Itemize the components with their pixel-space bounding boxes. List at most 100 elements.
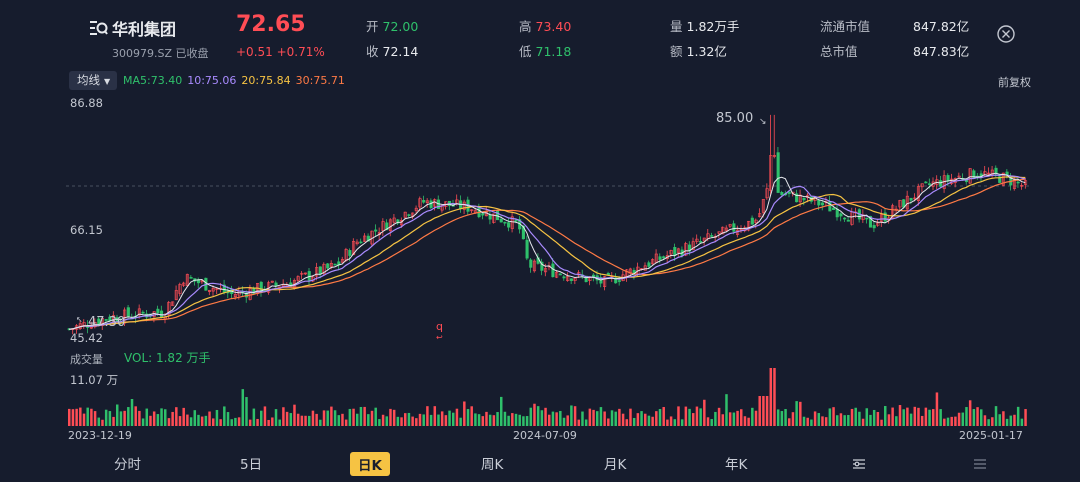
volume-bar [836, 415, 839, 426]
volume-bar [452, 412, 455, 426]
tab-5day[interactable]: 5日 [240, 457, 263, 473]
settings-sliders-icon[interactable] [851, 456, 867, 472]
ma30-line [68, 178, 1026, 330]
price-axis-bottom: 45.42 [70, 331, 103, 345]
candle-body [366, 235, 370, 242]
volume-bar [795, 401, 798, 426]
volume-bar [751, 407, 754, 426]
high-price-marker: 85.00 [716, 111, 753, 126]
candle-body [614, 277, 618, 284]
volume-title: 成交量 [70, 353, 103, 366]
volume-bar [226, 412, 230, 426]
volume-chart[interactable] [66, 364, 1036, 428]
candle-body [137, 308, 141, 316]
candle-body [300, 272, 304, 275]
volume-bar [171, 411, 174, 426]
volume-bar [603, 411, 606, 426]
volume-bar [1013, 414, 1016, 426]
candle-body [403, 211, 407, 218]
candlestick-chart[interactable]: 85.00 ↘ ↖ 47.30 q ↩ [66, 104, 1036, 344]
volume-bar [296, 413, 300, 426]
tab-weekly-k[interactable]: 周K [481, 457, 504, 473]
volume-bar [367, 414, 370, 426]
tab-intraday[interactable]: 分时 [114, 457, 141, 473]
quote-low-value: 71.18 [535, 44, 572, 59]
candle-body [304, 272, 308, 275]
volume-bar [950, 416, 953, 426]
candle-body [795, 193, 799, 203]
candle-body [699, 240, 703, 243]
candle-body [374, 229, 378, 232]
volume-bar [134, 406, 137, 426]
volume-bar [189, 417, 193, 426]
adjust-mode-button[interactable]: 前复权 [998, 76, 1031, 89]
candle-body [662, 256, 666, 259]
volume-bar [492, 415, 496, 426]
volume-bar [869, 414, 872, 426]
candle-body [104, 319, 108, 321]
volume-bar [1002, 411, 1005, 426]
quote-amount-value: 1.32亿 [686, 44, 727, 59]
volume-bar [743, 416, 747, 426]
candle-body [651, 259, 655, 265]
volume-bar [308, 415, 311, 426]
candle-body [710, 235, 714, 237]
volume-bar [263, 406, 267, 426]
volume-bar [872, 409, 876, 426]
date-mid: 2024-07-09 [513, 429, 577, 442]
volume-bar [821, 416, 824, 426]
volume-bar [570, 405, 573, 426]
volume-bar [692, 413, 695, 426]
tab-daily-k[interactable]: 日K [350, 452, 390, 476]
volume-bar [385, 416, 389, 426]
volume-bar [928, 409, 931, 426]
volume-bar [876, 411, 880, 426]
candle-body [987, 172, 991, 175]
candle-body [470, 209, 474, 212]
more-menu-icon[interactable] [972, 456, 988, 472]
candle-body [529, 259, 533, 268]
candle-body [355, 241, 359, 245]
volume-bar [186, 414, 189, 426]
close-icon[interactable] [996, 24, 1016, 44]
candle-body [171, 301, 175, 306]
volume-bar [791, 412, 795, 426]
volume-bar [584, 419, 588, 426]
volume-bar [776, 409, 780, 426]
volume-bar [400, 417, 403, 426]
candle-body [555, 271, 559, 278]
candle-body [126, 307, 130, 317]
candle-body [728, 224, 732, 227]
candle-body [872, 225, 876, 229]
candle-body [1001, 172, 1005, 186]
volume-bar [418, 413, 422, 426]
volume-bar [858, 411, 861, 426]
volume-bar [817, 413, 821, 426]
quote-total-cap-value: 847.83亿 [913, 44, 970, 59]
volume-bar [119, 411, 123, 426]
candle-body [496, 210, 500, 221]
volume-bar [440, 411, 444, 426]
volume-bar [548, 414, 551, 426]
candle-body [684, 243, 688, 256]
quote-open: 开 72.00 [366, 19, 419, 34]
volume-bar [112, 416, 115, 426]
ma-type-select[interactable]: 均线 ▼ [69, 71, 117, 90]
candle-body [425, 200, 429, 204]
volume-bar [448, 410, 451, 426]
volume-value: VOL: 1.82 万手 [124, 351, 211, 365]
candle-body [562, 276, 566, 279]
tab-yearly-k[interactable]: 年K [725, 457, 748, 473]
tab-monthly-k[interactable]: 月K [604, 457, 627, 473]
volume-bar [747, 417, 750, 426]
candle-body [865, 217, 869, 220]
quote-float-cap: 流通市值 [820, 19, 871, 34]
volume-bar [267, 419, 270, 426]
volume-bar [673, 419, 677, 426]
volume-bar [991, 417, 994, 426]
candle-body [407, 214, 411, 216]
volume-bar [983, 415, 987, 426]
volume-bar [695, 406, 699, 426]
volume-bar [204, 415, 208, 426]
ma5-label: MA5:73.40 [123, 74, 183, 87]
